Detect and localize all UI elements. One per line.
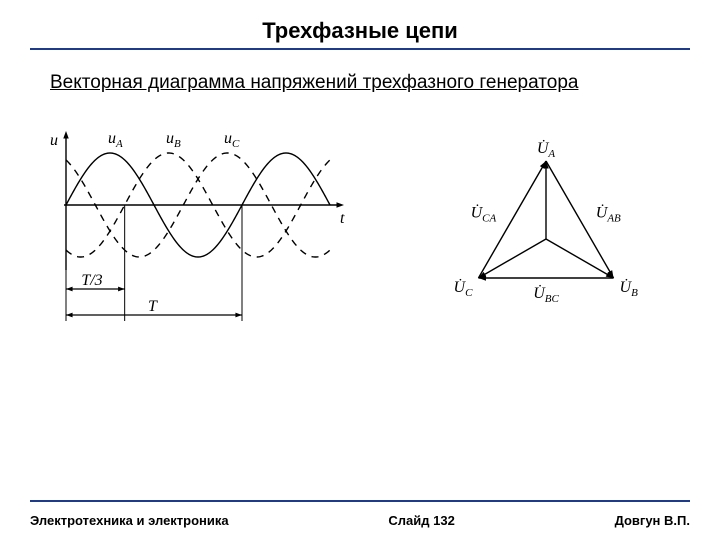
footer-center: Слайд 132 <box>388 513 454 528</box>
svg-text:t: t <box>340 210 345 227</box>
svg-text:T: T <box>148 298 158 315</box>
svg-text:uB: uB <box>166 130 181 150</box>
vector-diagram: U̇A U̇B U̇C U̇AB U̇BC U̇CA <box>420 115 680 345</box>
svg-text:uC: uC <box>224 130 240 150</box>
svg-text:U̇CA: U̇CA <box>471 204 497 224</box>
slide-title: Трехфазные цепи <box>0 18 720 44</box>
svg-text:U̇C: U̇C <box>454 279 474 299</box>
svg-text:U̇BC: U̇BC <box>533 285 559 305</box>
svg-text:U̇A: U̇A <box>537 140 556 160</box>
footer-right: Довгун В.П. <box>615 513 690 528</box>
svg-text:U̇B: U̇B <box>620 279 639 299</box>
svg-text:U̇AB: U̇AB <box>596 204 621 224</box>
rule-top <box>30 48 690 50</box>
footer-bar: Электротехника и электроника Слайд 132 Д… <box>30 513 690 528</box>
svg-text:u: u <box>50 132 58 149</box>
svg-text:T/3: T/3 <box>81 272 102 289</box>
wave-diagram: u t uA uB uC T/3 T <box>38 125 358 335</box>
rule-bottom <box>30 500 690 502</box>
footer-left: Электротехника и электроника <box>30 513 229 528</box>
svg-text:uA: uA <box>108 130 123 150</box>
slide-subtitle: Векторная диаграмма напряжений трехфазно… <box>50 72 710 94</box>
